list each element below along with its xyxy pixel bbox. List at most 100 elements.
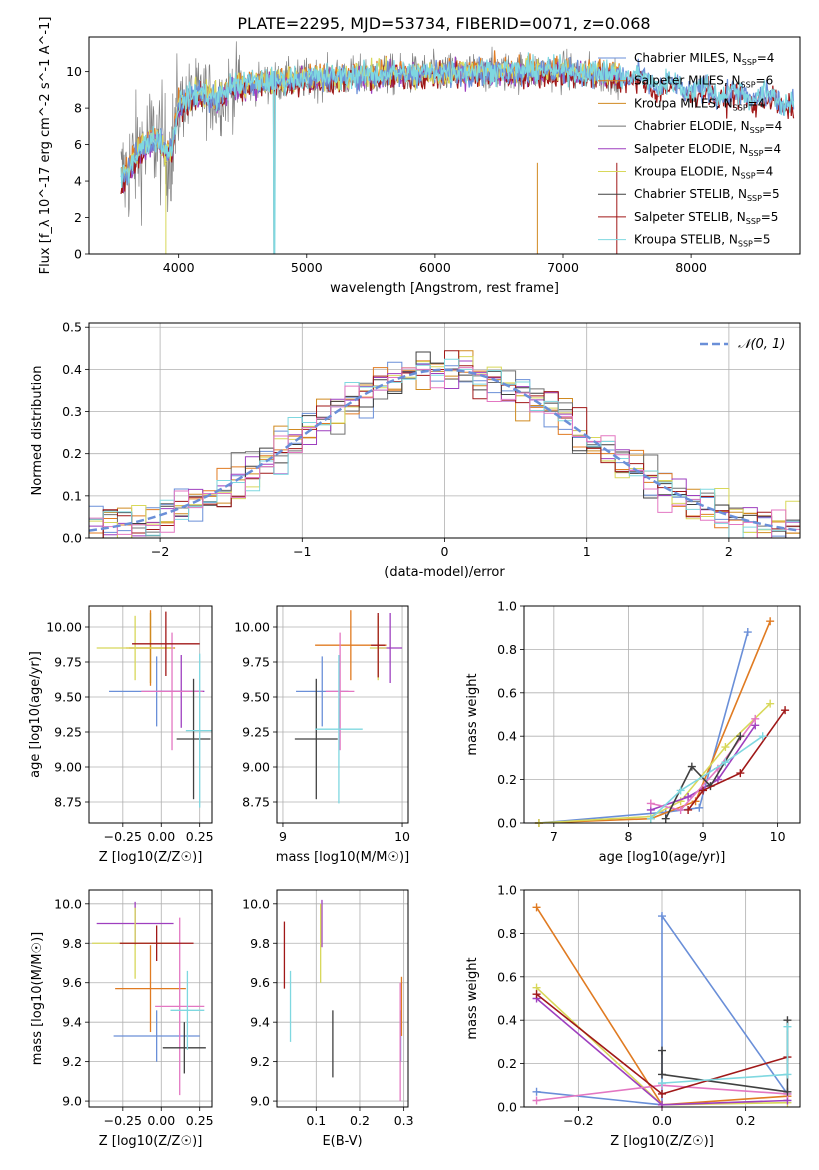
y-tick-label: 9.0 (250, 1094, 270, 1109)
y-tick-label: 1.0 (497, 883, 517, 898)
y-tick-label: 10.00 (46, 620, 82, 635)
x-tick-label: 0.2 (350, 1113, 370, 1128)
weight-marker (758, 732, 767, 741)
spectrum-legend: Chabrier MILES, NSSP=4 Salpeter MILES, NS… (598, 51, 782, 249)
axes-frame (523, 889, 801, 1108)
x-tick-label: 10 (770, 829, 786, 844)
weight-marker (736, 732, 745, 741)
weight-marker (695, 803, 704, 812)
x-axis-label: wavelength [Angstrom, rest frame] (330, 281, 559, 296)
y-axis-label: age [log10(age/yr)] (28, 651, 43, 778)
y-axis-label: Flux [f_λ 10^-17 erg cm^-2 s^-1 A^-1] (38, 17, 53, 275)
x-axis-label: Z [log10(Z/Z☉)] (99, 1134, 203, 1149)
y-tick-label: 8 (74, 101, 82, 116)
age_vs_mass-plot (294, 610, 403, 804)
weight_vs_age-panel: 7 8 9 10 0.0 0.2 0.4 0.6 0.8 1.0 age [log10(age/yr… (465, 599, 801, 865)
y-tick-label: 0.8 (497, 642, 517, 657)
y-tick-label: 0.2 (497, 772, 517, 787)
y-tick-label: 0.8 (497, 926, 517, 941)
axes-frame (88, 36, 801, 255)
x-tick-label: 0.0 (652, 1113, 672, 1128)
residuals-plot (89, 350, 800, 538)
legend-label: Kroupa ELODIE, NSSP=4 (634, 165, 773, 181)
y-tick-label: 0 (74, 247, 82, 262)
y-tick-label: 0.0 (497, 816, 517, 831)
y-tick-label: 0.6 (497, 969, 517, 984)
weight-marker (646, 814, 655, 823)
x-tick-label: 0.3 (394, 1113, 414, 1128)
x-axis-label: (data-model)/error (384, 565, 505, 580)
legend-label: Chabrier MILES, NSSP=4 (634, 51, 774, 67)
weight-marker (684, 805, 693, 814)
weight-marker (646, 799, 655, 808)
y-axis-label: mass weight (465, 673, 480, 755)
y-tick-label: 8.75 (54, 795, 82, 810)
weight-marker (658, 1079, 666, 1088)
weight-marker (783, 1070, 792, 1079)
x-tick-label: 7000 (547, 260, 579, 275)
y-tick-label: 0.0 (497, 1100, 517, 1115)
legend-label: 𝒩(0, 1) (738, 337, 785, 352)
weight-series-line (536, 913, 789, 1106)
y-tick-label: 9.00 (54, 760, 82, 775)
y-tick-label: 2 (74, 210, 82, 225)
y-tick-label: 9.8 (250, 936, 270, 951)
weight-marker (676, 786, 685, 795)
x-tick-label: −0.2 (563, 1113, 593, 1128)
y-tick-label: 8.75 (242, 795, 270, 810)
y-tick-label: 10 (66, 64, 82, 79)
spectrum-model-line (120, 56, 795, 186)
x-axis-label: E(B-V) (322, 1134, 362, 1149)
weight-marker (699, 786, 708, 795)
weight_vs_Z-plot (532, 903, 792, 1109)
y-tick-label: 0.4 (497, 1013, 517, 1028)
x-tick-label: 8000 (675, 260, 707, 275)
x-tick-label: −2 (151, 544, 169, 559)
y-tick-label: 9.4 (62, 1015, 82, 1030)
axes-frame (276, 605, 409, 824)
weight-marker (532, 990, 541, 999)
x-tick-label: 0.2 (736, 1113, 756, 1128)
spectrum-plot (120, 41, 795, 254)
x-tick-label: 9 (279, 829, 287, 844)
residuals-panel: −2 −1 0 1 2 0.0 0.1 0.2 0.3 0.4 0.5 (data-model)/er… (30, 320, 801, 580)
y-tick-label: 9.2 (62, 1054, 82, 1069)
x-tick-label: 9 (699, 829, 707, 844)
y-tick-label: 6 (74, 137, 82, 152)
weight-marker (783, 1022, 792, 1031)
weight-marker (721, 758, 730, 767)
weight-marker (658, 912, 666, 921)
y-tick-label: 1.0 (497, 599, 517, 614)
mass_vs_Z-panel: −0.25 0.00 0.25 9.0 9.2 9.4 9.6 9.8 10.0 Z [log10… (30, 889, 214, 1149)
y-tick-label: 9.2 (250, 1054, 270, 1069)
weight-marker (766, 617, 775, 626)
y-tick-label: 10.0 (54, 896, 82, 911)
y-tick-label: 0.2 (62, 446, 82, 461)
x-axis-label: mass [log10(M/M☉)] (276, 850, 409, 865)
y-tick-label: 4 (74, 174, 82, 189)
mass_vs_EBV-panel: 0.1 0.2 0.3 9.0 9.2 9.4 9.6 9.8 10.0 E(B-V) (242, 889, 414, 1149)
y-axis-label: mass weight (465, 957, 480, 1039)
weight-marker (751, 714, 760, 723)
x-tick-label: 0.1 (306, 1113, 326, 1128)
y-tick-label: 9.50 (242, 690, 270, 705)
legend-label: Kroupa MILES, NSSP=4 (634, 96, 765, 112)
weight-marker (658, 1070, 666, 1079)
x-tick-label: −0.25 (104, 1113, 142, 1128)
y-tick-label: 0.5 (62, 320, 82, 335)
x-tick-label: 10 (394, 829, 410, 844)
legend-label: Chabrier STELIB, NSSP=5 (634, 187, 780, 203)
legend-label: Salpeter STELIB, NSSP=5 (634, 210, 778, 226)
y-tick-label: 9.25 (54, 725, 82, 740)
weight-series-line (650, 735, 764, 820)
x-tick-label: 2 (725, 544, 733, 559)
mass_vs_EBV-plot (283, 899, 403, 1102)
y-tick-label: 10.00 (234, 620, 270, 635)
y-tick-label: 9.8 (62, 936, 82, 951)
weight-series-line (687, 709, 786, 811)
weight-marker (783, 1087, 792, 1096)
weight-marker (721, 743, 730, 752)
x-axis-label: Z [log10(Z/Z☉)] (99, 850, 203, 865)
y-tick-label: 0.3 (62, 404, 82, 419)
